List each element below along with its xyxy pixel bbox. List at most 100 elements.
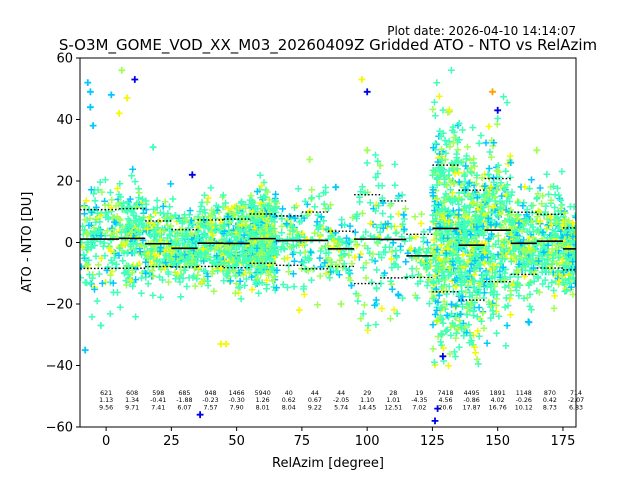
- x-tick-label: 175: [551, 434, 576, 449]
- cloud-point: [162, 259, 170, 266]
- cloud-point: [455, 194, 463, 201]
- cloud-point: [555, 278, 563, 285]
- cloud-point: [128, 228, 136, 236]
- cloud-point: [202, 267, 209, 275]
- cloud-point: [521, 183, 529, 191]
- cloud-point: [473, 223, 480, 231]
- cloud-point: [196, 208, 204, 215]
- cloud-point: [320, 217, 327, 225]
- cloud-point: [472, 180, 480, 188]
- cloud-point: [260, 229, 268, 237]
- cloud-point: [221, 222, 229, 230]
- cloud-point: [354, 292, 362, 299]
- cloud-point: [114, 185, 121, 192]
- cloud-point: [174, 270, 182, 278]
- cloud-point: [493, 120, 501, 128]
- cloud-point: [248, 198, 256, 206]
- cloud-point: [242, 204, 250, 212]
- cloud-point: [336, 256, 344, 264]
- cloud-point: [131, 178, 139, 185]
- cloud-point: [459, 126, 466, 134]
- cloud-point: [433, 195, 441, 202]
- cloud-point: [482, 139, 490, 147]
- cloud-point: [454, 165, 461, 173]
- cloud-point: [149, 292, 157, 299]
- cloud-point: [299, 241, 306, 248]
- cloud-point: [503, 197, 511, 205]
- cloud-point: [176, 217, 183, 225]
- cloud-point: [565, 217, 572, 224]
- cloud-point: [440, 256, 447, 264]
- cloud-point: [528, 202, 535, 210]
- cloud-point: [284, 284, 291, 291]
- cloud-point: [432, 256, 439, 264]
- bin-std-label: 8.73: [543, 404, 557, 411]
- cloud-point: [156, 258, 164, 266]
- bin-std-label: 20.6: [438, 404, 452, 411]
- cloud-point: [515, 199, 522, 206]
- outlier-point: [222, 340, 230, 348]
- cloud-point: [306, 207, 314, 215]
- cloud-point: [335, 271, 343, 279]
- cloud-point: [468, 215, 475, 223]
- cloud-point: [430, 144, 437, 152]
- bin-mean-label: 0.42: [543, 397, 557, 404]
- cloud-point: [81, 279, 89, 286]
- cloud-point: [387, 315, 394, 322]
- cloud-point: [238, 221, 246, 229]
- cloud-point: [485, 197, 492, 205]
- cloud-point: [424, 263, 431, 271]
- cloud-point: [406, 234, 413, 242]
- bin-std-label: 14.45: [358, 404, 376, 411]
- cloud-point: [402, 258, 410, 266]
- cloud-point: [394, 290, 402, 298]
- cloud-point: [526, 303, 534, 310]
- cloud-point: [538, 200, 546, 208]
- cloud-point: [177, 293, 185, 301]
- cloud-point: [326, 227, 334, 234]
- cloud-point: [486, 148, 494, 156]
- cloud-point: [466, 156, 474, 164]
- cloud-point: [445, 241, 453, 248]
- cloud-point: [447, 332, 455, 339]
- cloud-point: [498, 255, 506, 263]
- y-tick-label: 40: [56, 113, 73, 128]
- bin-std-label: 6.07: [177, 404, 191, 411]
- cloud-point: [263, 285, 270, 293]
- cloud-point: [171, 233, 179, 240]
- cloud-point: [369, 250, 377, 258]
- cloud-point: [491, 255, 499, 263]
- cloud-point: [490, 262, 498, 269]
- bin-mean-label: 4.56: [438, 397, 452, 404]
- cloud-point: [467, 164, 475, 172]
- outlier-point: [131, 76, 139, 83]
- cloud-point: [568, 230, 576, 237]
- cloud-point: [571, 253, 576, 261]
- cloud-point: [438, 145, 445, 153]
- cloud-point: [116, 199, 124, 206]
- cloud-point: [504, 302, 512, 310]
- cloud-point: [433, 79, 441, 87]
- cloud-point: [235, 205, 243, 212]
- cloud-point: [423, 249, 431, 257]
- cloud-point: [479, 228, 486, 236]
- outlier-point: [196, 411, 204, 419]
- cloud-point: [157, 209, 164, 216]
- cloud-point: [237, 295, 245, 303]
- cloud-point: [272, 208, 280, 216]
- cloud-point: [86, 271, 93, 278]
- cloud-point: [495, 168, 503, 176]
- cloud-point: [441, 175, 448, 183]
- cloud-point: [93, 297, 101, 305]
- cloud-point: [367, 220, 374, 227]
- cloud-point: [106, 310, 114, 318]
- cloud-point: [138, 204, 146, 212]
- bin-count-label: 4495: [464, 390, 480, 397]
- cloud-point: [493, 329, 500, 337]
- cloud-point: [129, 283, 137, 290]
- cloud-point: [220, 259, 228, 267]
- cloud-point: [480, 324, 488, 332]
- cloud-point: [466, 267, 474, 275]
- cloud-point: [443, 311, 451, 319]
- cloud-point: [197, 249, 205, 257]
